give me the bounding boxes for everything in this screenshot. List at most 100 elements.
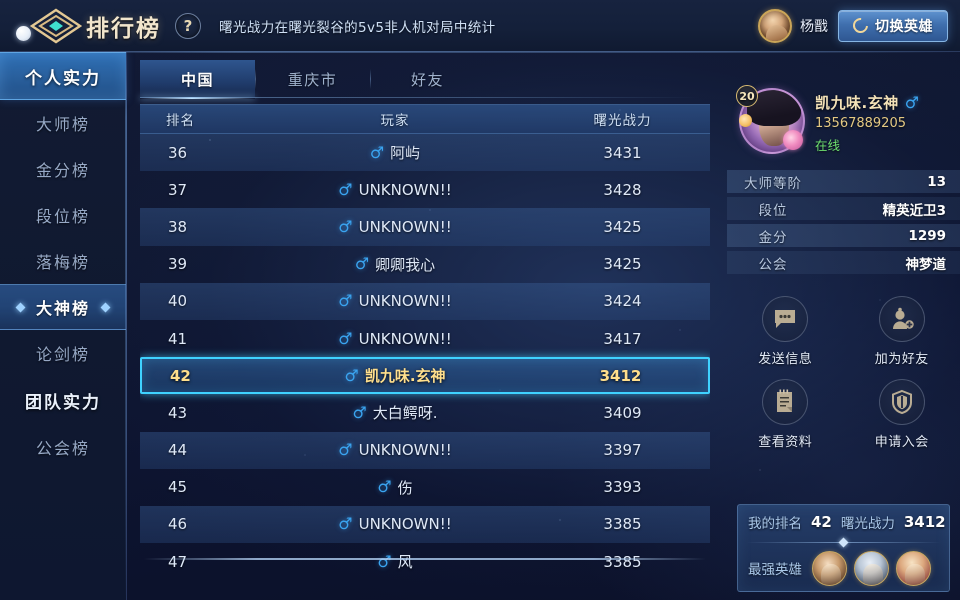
cell-player: ♂ 大白鳄呀. — [255, 402, 535, 423]
help-icon[interactable]: ? — [175, 12, 201, 39]
cell-power: 3409 — [603, 403, 642, 422]
player-name-text: UNKNOWN!! — [358, 329, 452, 348]
my-rank-divider — [738, 539, 949, 546]
view-profile-button[interactable]: 查看资料 — [727, 379, 844, 450]
table-row[interactable]: 47 ♂ 风 3385 — [140, 543, 710, 574]
action-label: 查看资料 — [758, 435, 813, 450]
guild-shield-icon — [878, 379, 925, 425]
gender-male-icon: ♂ — [904, 92, 920, 112]
switch-hero-label: 切换英雄 — [875, 18, 933, 35]
cell-player: ♂ UNKNOWN!! — [255, 441, 535, 459]
flower-decoration-icon — [739, 114, 752, 127]
table-row[interactable]: 38 ♂ UNKNOWN!! 3425 — [140, 208, 710, 246]
gender-male-icon: ♂ — [377, 551, 392, 571]
stat-key: 段位 — [758, 202, 788, 219]
add-friend-icon — [878, 296, 925, 342]
player-name: 凯九味.玄神 — [815, 94, 899, 112]
table-row[interactable]: 44 ♂ UNKNOWN!! 3397 — [140, 431, 710, 469]
sidebar-item-tier[interactable]: 段位榜 — [0, 192, 126, 238]
sidebar-item-lunjian[interactable]: 论剑榜 — [0, 330, 126, 376]
gender-male-icon: ♂ — [338, 328, 353, 348]
apply-guild-button[interactable]: 申请入会 — [844, 379, 960, 450]
my-power-value: 3412 — [903, 513, 946, 531]
my-rank-value: 42 — [811, 513, 832, 531]
gender-male-icon: ♂ — [369, 142, 385, 162]
cell-power: 3425 — [603, 255, 642, 274]
tab-friends[interactable]: 好友 — [370, 60, 485, 98]
stat-value: 1299 — [908, 227, 946, 244]
top-heroes-label: 最强英雄 — [748, 562, 802, 578]
table-row[interactable]: 45 ♂ 伤 3393 — [140, 469, 710, 506]
cell-rank: 39 — [168, 255, 188, 274]
player-name-text: UNKNOWN!! — [358, 515, 452, 534]
gender-male-icon: ♂ — [352, 402, 367, 422]
rows-bottom-divider — [144, 558, 706, 560]
cell-rank: 40 — [168, 292, 188, 311]
tab-chongqing[interactable]: 重庆市 — [255, 60, 370, 98]
emblem-dot-icon — [16, 25, 31, 41]
player-detail-panel: 20 凯九味.玄神 ♂ 13567889205 在线 大师等阶 13 段位 精英… — [727, 58, 960, 600]
gender-male-icon: ♂ — [338, 179, 353, 199]
stat-key: 大师等阶 — [744, 175, 802, 192]
send-message-button[interactable]: 发送信息 — [727, 296, 844, 367]
player-avatar-wrap[interactable]: 20 — [736, 85, 805, 154]
cell-power: 3428 — [603, 180, 642, 199]
table-row-self[interactable]: 42 ♂ 凯九味.玄神 3412 — [140, 357, 710, 395]
gender-male-icon: ♂ — [338, 291, 353, 311]
sidebar-item-luomei[interactable]: 落梅榜 — [0, 238, 126, 284]
player-name-text: 风 — [397, 553, 413, 572]
cell-rank: 41 — [168, 329, 188, 348]
cell-player: ♂ 凯九味.玄神 — [257, 365, 533, 386]
my-rank-label: 我的排名 — [748, 516, 802, 532]
app-header: 排行榜 ? 曙光战力在曙光裂谷的5v5非人机对局中统计 杨戬 切换英雄 — [0, 0, 960, 53]
player-name-text: 卿卿我心 — [375, 255, 436, 274]
switch-hero-button[interactable]: 切换英雄 — [838, 9, 948, 42]
top-heroes-list — [812, 550, 931, 586]
tab-china[interactable]: 中国 — [140, 60, 255, 99]
gender-male-icon: ♂ — [377, 477, 392, 497]
hero-avatar-2[interactable] — [854, 550, 889, 586]
player-stats: 大师等阶 13 段位 精英近卫3 金分 1299 公会 神梦道 — [727, 170, 960, 274]
cell-player: ♂ UNKNOWN!! — [255, 181, 535, 199]
cell-power: 3393 — [603, 478, 642, 497]
table-row[interactable]: 41 ♂ UNKNOWN!! 3417 — [140, 320, 710, 357]
stat-key: 公会 — [758, 256, 788, 273]
stat-row: 金分 1299 — [727, 224, 960, 247]
stat-row: 大师等阶 13 — [727, 170, 960, 193]
cell-player: ♂ 伤 — [255, 477, 535, 498]
sidebar-item-master[interactable]: 大师榜 — [0, 100, 126, 146]
table-row[interactable]: 43 ♂ 大白鳄呀. 3409 — [140, 394, 710, 431]
chat-bubble-icon — [762, 296, 809, 342]
table-row[interactable]: 40 ♂ UNKNOWN!! 3424 — [140, 282, 710, 320]
table-row[interactable]: 39 ♂ 卿卿我心 3425 — [140, 246, 710, 283]
sidebar-item-label: 公会榜 — [35, 439, 90, 458]
add-friend-button[interactable]: 加为好友 — [844, 296, 960, 367]
player-name-row: 凯九味.玄神 ♂ — [815, 92, 919, 113]
table-header: 排名 玩家 曙光战力 — [140, 104, 710, 134]
player-profile: 20 凯九味.玄神 ♂ 13567889205 在线 — [727, 58, 960, 154]
my-rank-box: 我的排名 42 曙光战力 3412 最强英雄 — [737, 504, 950, 592]
cell-player: ♂ UNKNOWN!! — [255, 218, 535, 236]
gender-male-icon: ♂ — [338, 440, 353, 460]
hero-avatar-3[interactable] — [896, 550, 931, 586]
sidebar-item-dashen[interactable]: 大神榜 — [0, 284, 126, 330]
sidebar-group-personal[interactable]: 个人实力 — [0, 52, 126, 100]
table-row[interactable]: 46 ♂ UNKNOWN!! 3385 — [140, 505, 710, 544]
sidebar-group-team[interactable]: 团队实力 — [25, 392, 101, 413]
player-name-text: UNKNOWN!! — [358, 180, 452, 199]
document-icon — [762, 379, 809, 425]
player-name-text: UNKNOWN!! — [358, 217, 452, 236]
cell-player: ♂ 风 — [255, 551, 535, 572]
diamond-emblem-icon — [14, 4, 82, 48]
player-name-text: UNKNOWN!! — [358, 292, 452, 311]
sidebar-item-goldscore[interactable]: 金分榜 — [0, 146, 126, 192]
hero-avatar-1[interactable] — [812, 550, 847, 586]
sidebar-item-guild[interactable]: 公会榜 — [0, 424, 126, 470]
my-rank-summary: 我的排名 42 曙光战力 3412 — [738, 505, 949, 539]
current-user-chip[interactable]: 杨戬 — [758, 8, 828, 43]
gender-male-icon: ♂ — [338, 514, 353, 534]
table-row[interactable]: 37 ♂ UNKNOWN!! 3428 — [140, 171, 710, 208]
table-row[interactable]: 36 ♂ 阿屿 3431 — [140, 134, 710, 172]
document-svg-icon — [777, 389, 793, 412]
